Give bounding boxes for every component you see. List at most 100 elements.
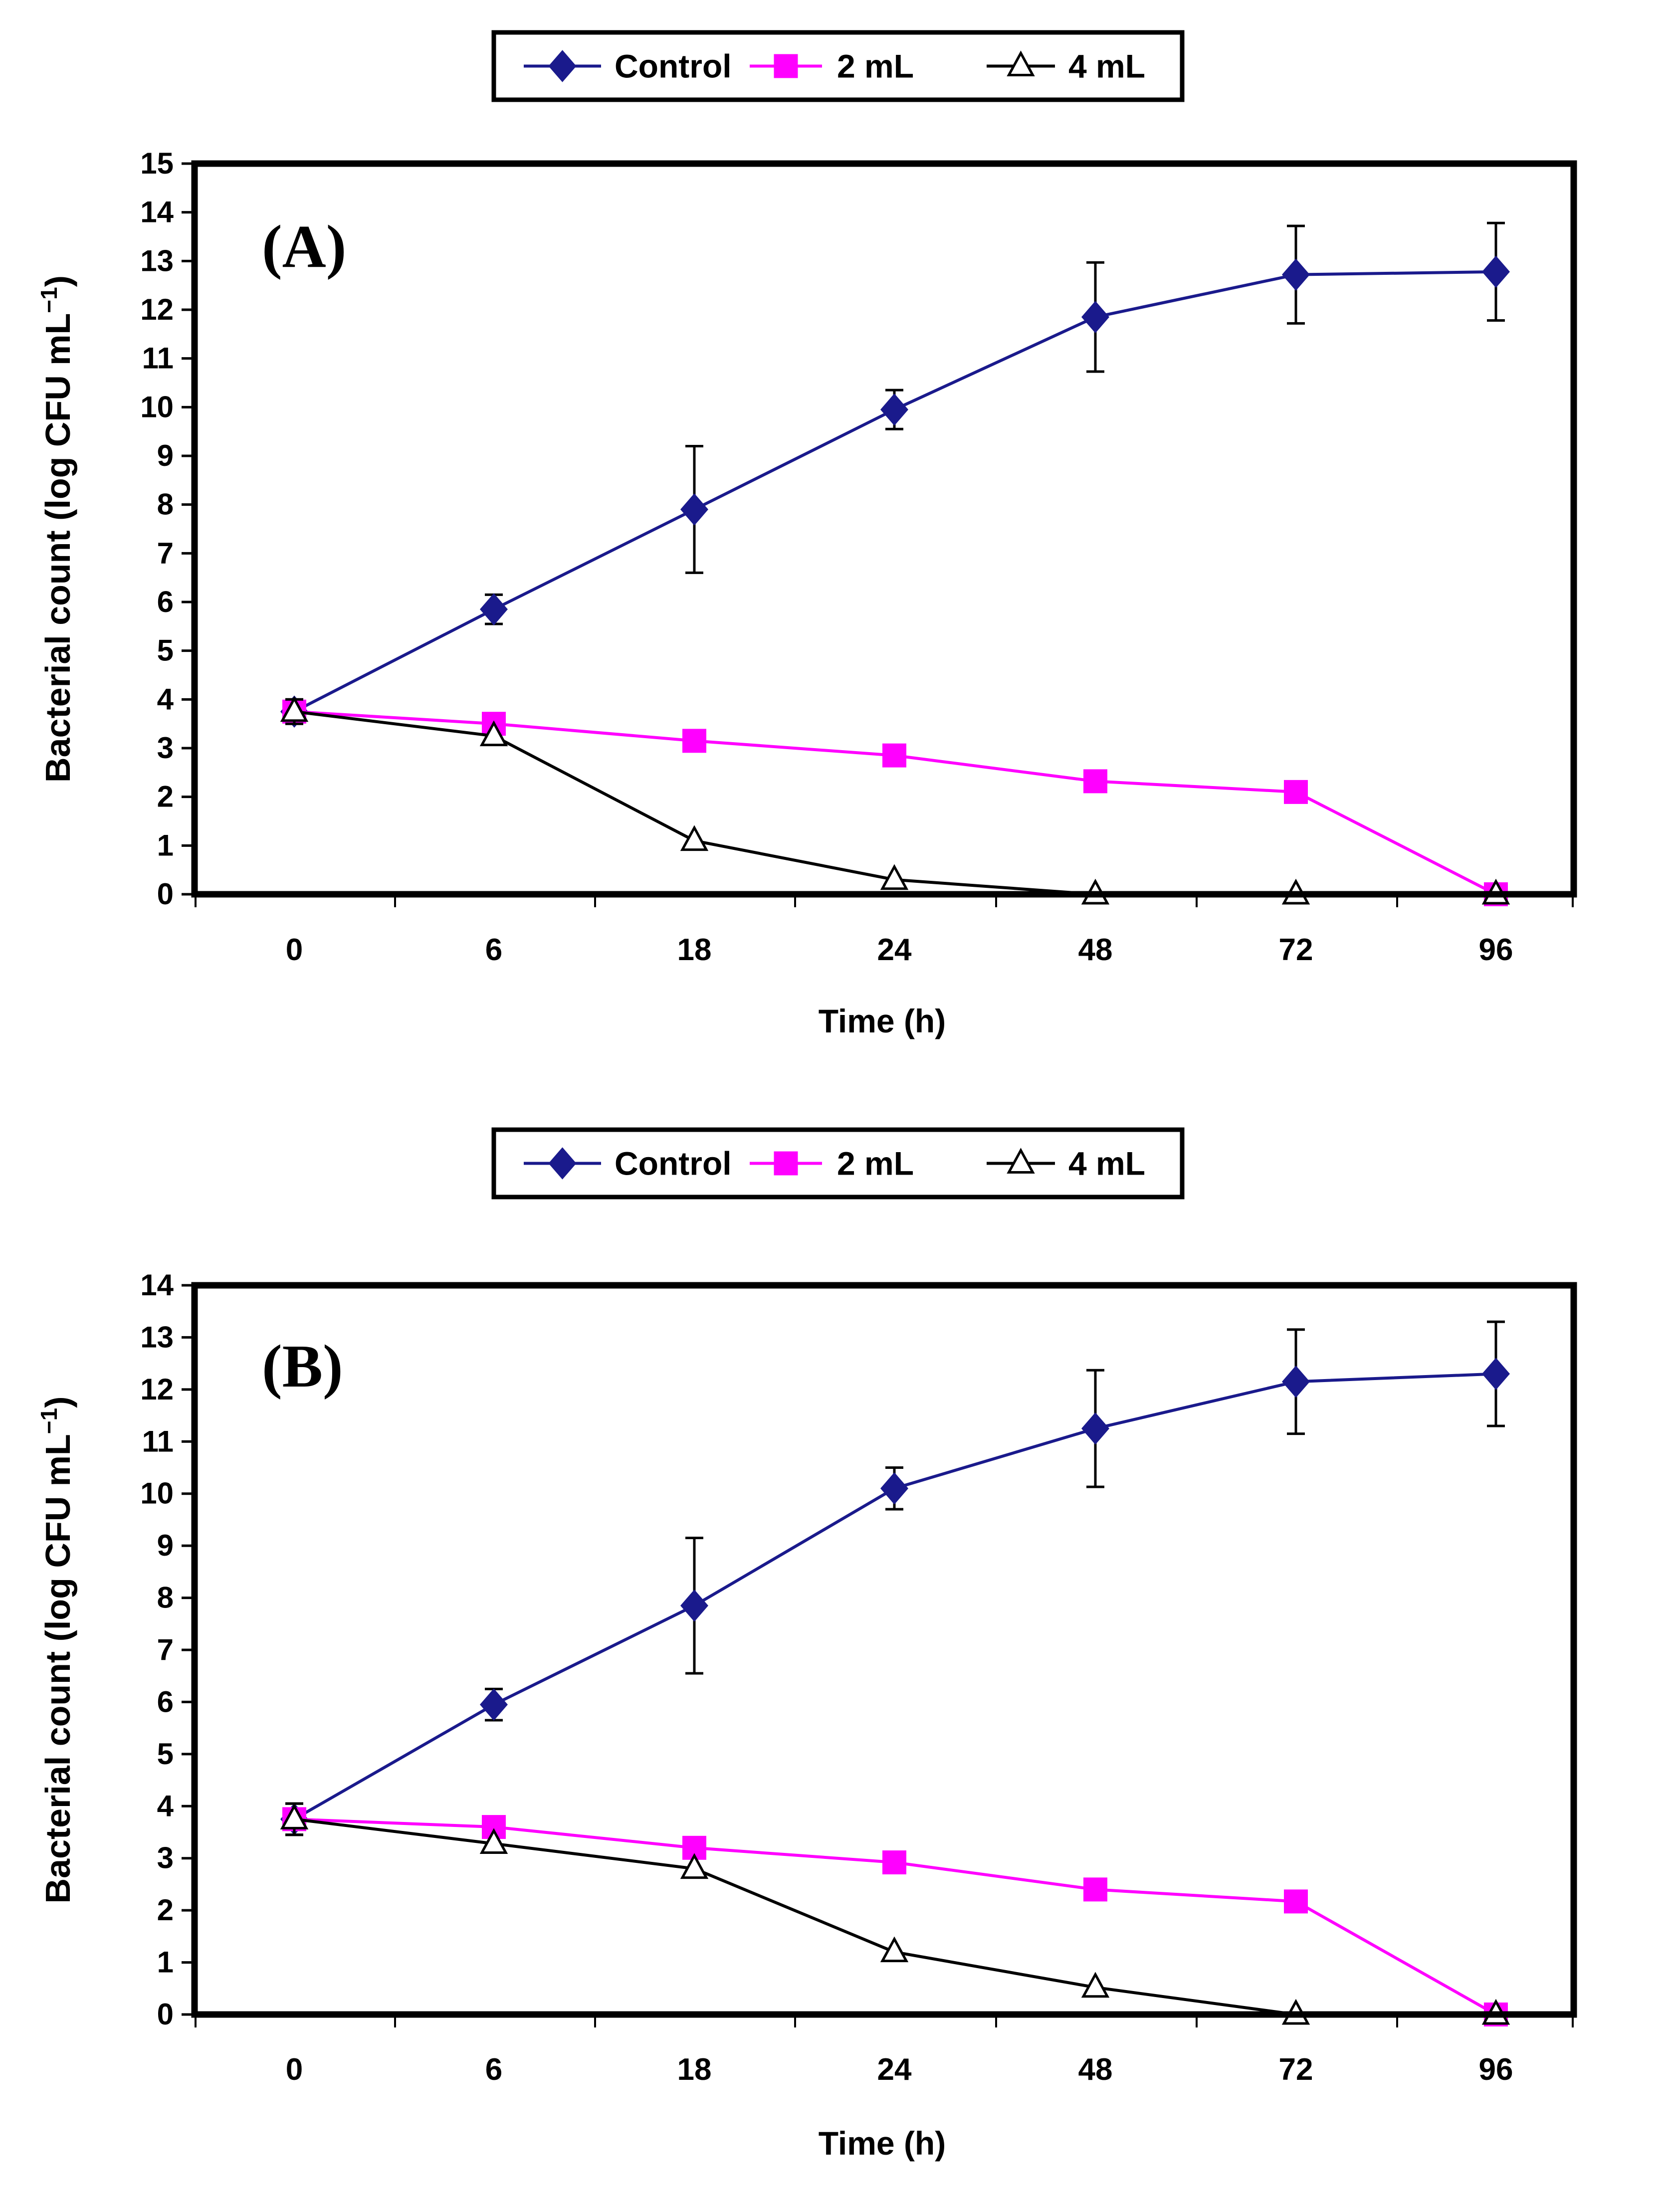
y-tick-label: 11 — [142, 342, 174, 375]
data-point — [1081, 301, 1109, 333]
x-tick-label: 0 — [286, 933, 303, 967]
data-point — [1284, 1889, 1308, 1914]
y-axis-title-close: ) — [38, 1397, 77, 1408]
y-tick-label: 2 — [157, 1893, 174, 1927]
series-control — [280, 221, 1510, 728]
x-tick-label: 96 — [1479, 933, 1513, 967]
data-point — [880, 1936, 909, 1963]
data-point — [1282, 258, 1310, 291]
x-axis-title: Time (h) — [819, 2125, 946, 2162]
legend-marker — [774, 54, 798, 78]
y-tick-label: 11 — [142, 1424, 174, 1458]
y-tick-label: 13 — [140, 1320, 174, 1354]
data-point — [479, 720, 508, 747]
data-point — [880, 393, 908, 426]
data-point — [682, 729, 706, 753]
x-tick-label: 18 — [677, 2052, 712, 2087]
y-axis-title-close: ) — [38, 275, 77, 287]
plot-frame — [191, 160, 1577, 898]
data-point — [280, 696, 309, 722]
y-tick-label: 3 — [157, 731, 174, 765]
legend: Control 2 mL 4 mL — [491, 1127, 1185, 1200]
x-tick-label: 24 — [877, 933, 912, 967]
data-point — [1284, 780, 1308, 804]
y-tick-label: 14 — [140, 196, 174, 229]
x-tick-label: 48 — [1078, 2052, 1113, 2087]
x-tick-label: 72 — [1279, 2052, 1313, 2087]
data-point — [680, 1853, 709, 1879]
y-tick-label: 2 — [157, 780, 174, 813]
data-point — [1083, 1877, 1107, 1902]
data-point — [882, 743, 906, 768]
legend-marker — [774, 1151, 798, 1176]
data-point — [1081, 1972, 1110, 1998]
data-point — [480, 593, 508, 625]
y-tick-label: 14 — [140, 1268, 174, 1302]
y-tick-label: 7 — [157, 536, 174, 570]
series-control — [280, 1320, 1510, 1836]
data-point — [280, 1804, 309, 1829]
y-tick-label: 12 — [140, 293, 174, 326]
legend: Control 2 mL 4 mL — [491, 30, 1185, 102]
y-tick-label: 1 — [157, 1946, 174, 1979]
y-tick-label: 5 — [157, 634, 174, 667]
data-point — [882, 1850, 906, 1875]
panel-label: (B) — [262, 1333, 343, 1400]
legend-label: 4 mL — [1068, 1145, 1145, 1182]
data-point — [479, 1828, 508, 1854]
legend-box — [491, 1127, 1185, 1200]
data-point — [880, 1472, 908, 1505]
y-tick-label: 4 — [157, 682, 174, 716]
legend-label: 4 mL — [1068, 48, 1145, 85]
y-tick-label: 4 — [157, 1789, 174, 1822]
panel-label: (A) — [262, 213, 346, 280]
y-tick-label: 12 — [140, 1373, 174, 1406]
data-point — [1482, 1358, 1510, 1390]
y-tick-label: 9 — [157, 1529, 174, 1562]
data-point — [680, 493, 708, 526]
x-tick-label: 24 — [877, 2052, 912, 2087]
y-tick-label: 10 — [140, 1477, 174, 1510]
legend-marker — [548, 1147, 577, 1180]
x-tick-label: 0 — [286, 2052, 303, 2087]
x-tick-label: 48 — [1078, 933, 1113, 967]
legend-label: Control — [615, 48, 732, 85]
x-tick-label: 72 — [1279, 933, 1313, 967]
y-axis-title: Bacterial count (log CFU mL−1) — [36, 1397, 77, 1904]
y-tick-label: 6 — [157, 585, 174, 618]
y-tick-label: 15 — [140, 147, 174, 180]
data-point — [1083, 769, 1107, 794]
data-point — [480, 1688, 508, 1721]
y-tick-label: 8 — [157, 1581, 174, 1614]
legend-label: 2 mL — [837, 48, 914, 85]
y-tick-label: 3 — [157, 1841, 174, 1875]
data-point — [1482, 255, 1510, 288]
x-tick-label: 6 — [485, 2052, 502, 2087]
legend-marker — [548, 50, 577, 82]
data-point — [680, 1589, 708, 1622]
plot-frame — [191, 1282, 1577, 2018]
legend-marker — [1007, 50, 1035, 76]
y-tick-label: 0 — [157, 1998, 174, 2031]
legend-label: Control — [615, 1145, 732, 1182]
data-point — [1081, 1412, 1109, 1445]
y-tick-label: 0 — [157, 877, 174, 911]
x-tick-label: 96 — [1479, 2052, 1513, 2087]
y-axis-title-text: Bacterial count (log CFU mL — [38, 313, 77, 783]
y-tick-label: 9 — [157, 439, 174, 472]
x-axis-title: Time (h) — [819, 1003, 946, 1039]
data-point — [880, 864, 909, 890]
y-tick-label: 5 — [157, 1737, 174, 1771]
y-tick-label: 7 — [157, 1633, 174, 1666]
legend-box — [491, 30, 1185, 102]
y-axis-title: Bacterial count (log CFU mL−1) — [36, 275, 77, 783]
legend-label: 2 mL — [837, 1145, 914, 1182]
data-point — [1282, 1365, 1310, 1398]
legend-marker — [1007, 1148, 1035, 1174]
x-tick-label: 6 — [485, 933, 502, 967]
y-tick-label: 1 — [157, 828, 174, 862]
